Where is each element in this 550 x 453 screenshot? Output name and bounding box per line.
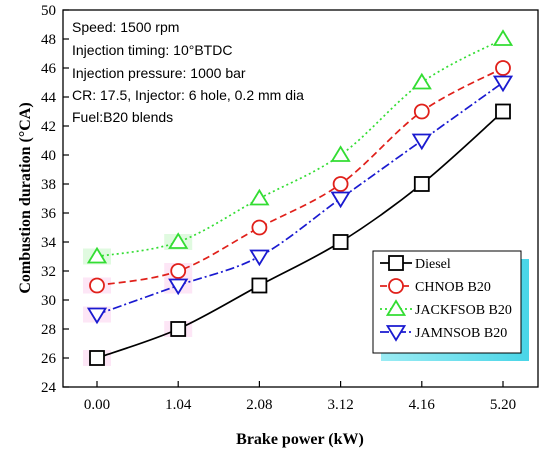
data-point [495,103,511,120]
y-tick-label: 48 [41,32,56,48]
x-tick-label: 5.20 [490,397,516,413]
data-point [492,75,514,93]
data-point [411,133,432,151]
legend-marker [388,278,404,294]
series-jamnsob-b20 [86,75,514,325]
data-point [495,60,511,76]
data-point [249,188,270,206]
data-point [170,263,187,279]
y-tick-label: 44 [41,90,57,106]
annotation-speed: Speed: 1500 rpm [72,19,179,35]
data-point [413,103,430,120]
y-tick-label: 28 [41,322,56,338]
legend-label: JACKFSOB B20 [415,303,512,318]
data-point [413,176,430,192]
data-point [330,145,351,162]
y-tick-label: 30 [41,293,56,309]
axis-ticks [63,9,504,388]
y-tick-label: 40 [41,148,56,164]
y-tick-label: 32 [41,264,56,280]
y-tick-label: 42 [41,119,56,135]
data-point [492,29,514,46]
data-point [168,278,189,296]
series-chnob-b20 [89,60,511,294]
y-tick-label: 36 [41,206,57,222]
x-tick-labels: 0.00 1.04 2.08 3.12 4.16 5.20 [84,397,516,413]
conditions-annotation: Speed: 1500 rpm Injection timing: 10°BTD… [72,19,304,125]
y-tick-labels: 24 26 28 30 32 34 36 38 40 42 44 46 48 50 [41,3,57,396]
legend-marker [385,325,407,342]
annotation-cr-injector: CR: 17.5, Injector: 6 hole, 0.2 mm dia [72,87,304,103]
legend: Diesel CHNOB B20 JACKFSOB B20 JAMNSOB B20 [372,250,529,361]
x-tick-label: 3.12 [327,397,353,413]
y-tick-label: 26 [41,351,57,367]
data-point [249,249,270,267]
annotation-fuel: Fuel:B20 blends [72,109,173,125]
data-point [168,232,189,249]
data-point [332,234,349,250]
x-tick-label: 0.00 [84,397,110,413]
y-tick-label: 50 [41,3,56,19]
y-axis-title: Combustion duration (°CA) [17,102,34,293]
legend-marker [385,299,407,316]
x-tick-label: 1.04 [165,397,192,413]
data-point [89,277,105,294]
data-point [332,176,349,192]
data-point [170,321,187,337]
legend-label: Diesel [415,257,451,272]
series-jackfsob-b20 [86,29,514,264]
series-diesel [89,103,511,366]
legend-items: Diesel CHNOB B20 JACKFSOB B20 JAMNSOB B20 [380,255,512,342]
data-point [86,307,108,325]
data-point [89,350,105,366]
annotation-injection-pressure: Injection pressure: 1000 bar [72,65,246,81]
data-point [251,219,268,236]
legend-label: JAMNSOB B20 [415,326,507,341]
data-point [86,246,108,264]
plot-frame [62,9,539,388]
x-tick-label: 4.16 [409,397,436,413]
x-tick-label: 2.08 [246,397,272,413]
x-axis-title: Brake power (kW) [236,431,364,448]
series-line [96,67,504,287]
y-tick-label: 24 [41,380,57,396]
y-tick-label: 38 [41,177,56,193]
legend-label: CHNOB B20 [415,280,491,295]
series-layer [86,29,514,366]
data-point [411,72,432,90]
y-tick-label: 46 [41,61,57,77]
y-tick-label: 34 [41,235,57,251]
annotation-injection-timing: Injection timing: 10°BTDC [72,42,232,58]
data-point [251,277,268,294]
legend-marker [388,255,404,271]
data-point [330,191,351,209]
